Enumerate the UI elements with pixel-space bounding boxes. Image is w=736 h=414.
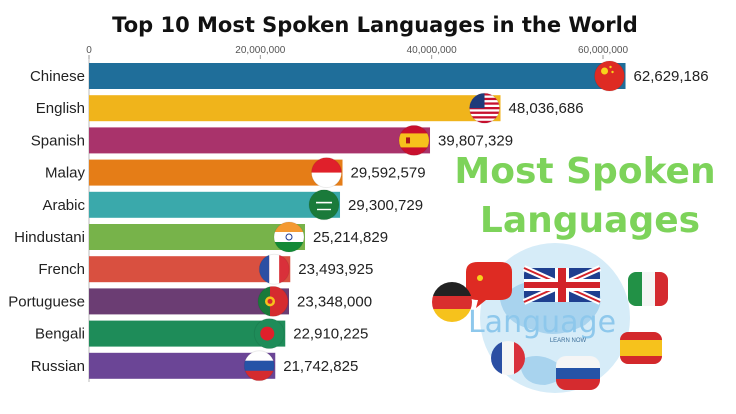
- portugal-flag-icon: [257, 285, 289, 317]
- bar-malay: [89, 159, 343, 186]
- bar-bengali: [89, 320, 286, 347]
- category-label: Chinese: [30, 68, 85, 85]
- bar-hindustani: [89, 224, 306, 250]
- bar-spanish: [89, 127, 431, 154]
- globe-word: Language: [468, 305, 616, 340]
- x-tick-label: 20,000,000: [235, 45, 285, 56]
- promo-banner: Most Spoken Languages: [454, 151, 715, 241]
- category-label: English: [36, 100, 85, 117]
- bar-chinese: [89, 63, 626, 89]
- france-flag-bubble-icon: [491, 341, 525, 375]
- category-label: Bengali: [35, 326, 85, 343]
- uk-flag-bubble-icon: [522, 265, 602, 305]
- x-tick-label: 40,000,000: [407, 45, 457, 56]
- promo-headline-line2: Languages: [480, 200, 700, 241]
- value-label: 21,742,825: [283, 358, 358, 375]
- value-label: 23,348,000: [297, 293, 372, 310]
- category-label: Russian: [31, 358, 85, 375]
- language-globe-graphic: Language LEARN NOW: [432, 243, 668, 393]
- russia-flag-bubble-icon: [556, 356, 600, 390]
- value-label: 23,493,925: [298, 261, 373, 278]
- usa-flag-icon: [469, 92, 501, 124]
- russia-flag-icon: [243, 350, 275, 382]
- value-labels: 62,629,186 48,036,686 39,807,329 29,592,579…: [283, 68, 708, 375]
- italy-flag-bubble-icon: [628, 272, 668, 306]
- indonesia-flag-icon: [311, 157, 343, 189]
- bar-english: [89, 95, 501, 122]
- value-label: 22,910,225: [293, 326, 368, 343]
- spain-flag-icon: [398, 124, 430, 156]
- category-labels: Chinese English Spanish Malay Arabic Hindusta…: [8, 68, 85, 375]
- bangladesh-flag-icon: [253, 318, 285, 350]
- bar-portuguese: [89, 288, 290, 315]
- x-tick-label: 0: [86, 45, 92, 56]
- bars: [89, 60, 626, 382]
- bar-russian: [89, 352, 276, 379]
- value-label: 29,300,729: [348, 197, 423, 214]
- spain-flag-bubble-icon: [620, 332, 662, 364]
- globe-land-icon: [520, 356, 563, 385]
- globe-small-caption: LEARN NOW: [550, 338, 587, 344]
- bar-french: [89, 256, 291, 283]
- value-label: 62,629,186: [634, 68, 709, 85]
- category-label: Hindustani: [14, 229, 85, 246]
- category-label: Malay: [45, 165, 86, 182]
- saudi-arabia-flag-icon: [308, 189, 340, 221]
- value-label: 29,592,579: [351, 165, 426, 182]
- category-label: Portuguese: [8, 293, 85, 310]
- category-label: French: [38, 261, 85, 278]
- value-label: 25,214,829: [313, 229, 388, 246]
- bar-arabic: [89, 191, 341, 218]
- china-flag-bubble-icon: [466, 262, 512, 308]
- category-label: Arabic: [42, 197, 85, 214]
- value-label: 39,807,329: [438, 132, 513, 149]
- india-flag-icon: [273, 221, 305, 253]
- china-flag-icon: [594, 60, 626, 92]
- x-tick-label: 60,000,000: [578, 45, 628, 56]
- promo-headline-line1: Most Spoken: [454, 151, 715, 192]
- chart-title: Top 10 Most Spoken Languages in the Worl…: [112, 13, 638, 37]
- value-label: 48,036,686: [509, 100, 584, 117]
- category-label: Spanish: [31, 132, 85, 149]
- france-flag-icon: [258, 253, 290, 285]
- germany-flag-bubble-icon: [432, 282, 472, 322]
